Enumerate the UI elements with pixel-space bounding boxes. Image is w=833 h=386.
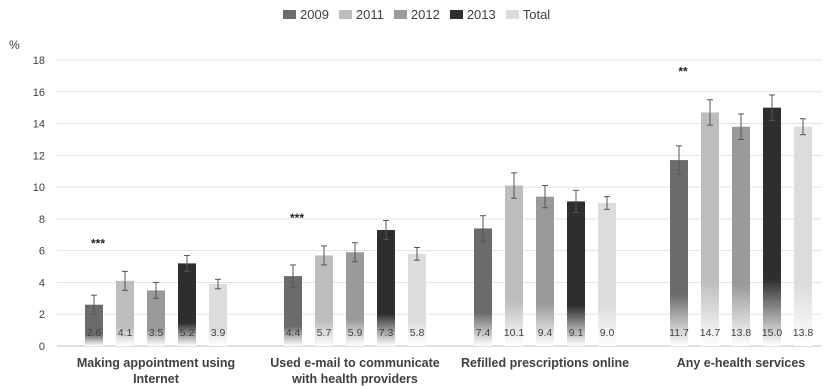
y-tick-label: 6	[39, 246, 45, 258]
data-label: 5.9	[348, 327, 363, 339]
bar-2013-2	[567, 201, 585, 346]
bar-2009-0	[85, 304, 103, 346]
y-tick-label: 10	[33, 182, 45, 194]
significance-annotation: **	[678, 65, 688, 79]
data-label: 4.1	[118, 327, 133, 339]
data-label: 11.7	[669, 327, 689, 339]
legend-label-2011: 2011	[355, 7, 384, 22]
legend-item-2011: 2011	[338, 7, 384, 22]
bar-2013-3	[763, 107, 781, 347]
x-category-label: Any e-health services	[677, 356, 806, 370]
data-label: 5.2	[180, 327, 195, 339]
legend-label-2013: 2013	[466, 7, 496, 22]
y-tick-label: 8	[39, 214, 45, 226]
bar-2012-0	[147, 290, 165, 346]
y-tick-label: 0	[39, 341, 45, 353]
legend-item-2009: 2009	[283, 7, 329, 22]
y-tick-label: 18	[33, 55, 45, 67]
legend-label-total: Total	[522, 7, 551, 22]
data-label: 9.0	[600, 327, 615, 339]
bar-2011-1	[315, 255, 333, 346]
legend-label-2009: 2009	[300, 7, 329, 22]
chart-legend: 2009 2011 2012 2013 Total	[283, 7, 560, 22]
x-category-label: Used e-mail to communicate	[270, 356, 440, 370]
bar-2013-1	[377, 230, 395, 346]
bar-2011-0	[116, 280, 134, 346]
legend-item-total: Total	[505, 7, 551, 22]
x-category-label: with health providers	[291, 372, 418, 386]
x-category-label: Internet	[133, 372, 180, 386]
legend-item-2012: 2012	[393, 7, 440, 22]
legend-swatch-2012	[393, 10, 407, 19]
data-label: 9.4	[538, 327, 553, 339]
data-label: 14.7	[700, 327, 721, 339]
data-label: 7.3	[379, 327, 394, 339]
bar-2011-3	[701, 112, 719, 346]
y-axis-label: %	[9, 38, 20, 52]
bar-2009-3	[670, 160, 688, 346]
data-label: 13.8	[793, 327, 814, 339]
bar-2012-3	[732, 126, 750, 346]
legend-swatch-2013	[449, 10, 463, 19]
legend-swatch-total	[505, 10, 519, 19]
y-tick-label: 2	[39, 309, 45, 321]
significance-annotation: ***	[290, 211, 304, 225]
data-label: 9.1	[569, 327, 584, 339]
data-label: 5.7	[317, 327, 332, 339]
bar-2012-2	[536, 196, 554, 346]
y-tick-label: 14	[33, 119, 45, 131]
legend-swatch-2011	[338, 10, 352, 19]
data-label: 2.6	[87, 327, 102, 339]
data-label: 4.4	[286, 327, 301, 339]
bar-2009-1	[284, 276, 302, 346]
legend-label-2012: 2012	[410, 7, 440, 22]
data-label: 7.4	[476, 327, 491, 339]
bar-2011-2	[505, 185, 523, 346]
legend-swatch-2009	[283, 10, 296, 19]
bar-Total-3	[794, 126, 812, 346]
y-tick-label: 12	[33, 150, 45, 162]
data-label: 13.8	[731, 327, 752, 339]
data-label: 3.5	[149, 327, 164, 339]
significance-annotation: ***	[91, 236, 105, 250]
data-label: 3.9	[211, 327, 226, 339]
x-category-label: Making appointment using	[77, 356, 235, 370]
x-category-label: Refilled prescriptions online	[461, 356, 629, 370]
data-label: 15.0	[762, 327, 783, 339]
legend-item-2013: 2013	[449, 7, 496, 22]
y-tick-label: 4	[39, 277, 45, 289]
bar-2012-1	[346, 252, 364, 346]
bar-Total-0	[209, 284, 227, 346]
data-label: 5.8	[410, 327, 425, 339]
y-tick-label: 16	[33, 87, 45, 99]
data-label: 10.1	[504, 327, 525, 339]
bar-2009-2	[474, 228, 492, 346]
bar-Total-1	[408, 253, 426, 346]
bar-Total-2	[598, 203, 616, 346]
bar-2013-0	[178, 263, 196, 346]
